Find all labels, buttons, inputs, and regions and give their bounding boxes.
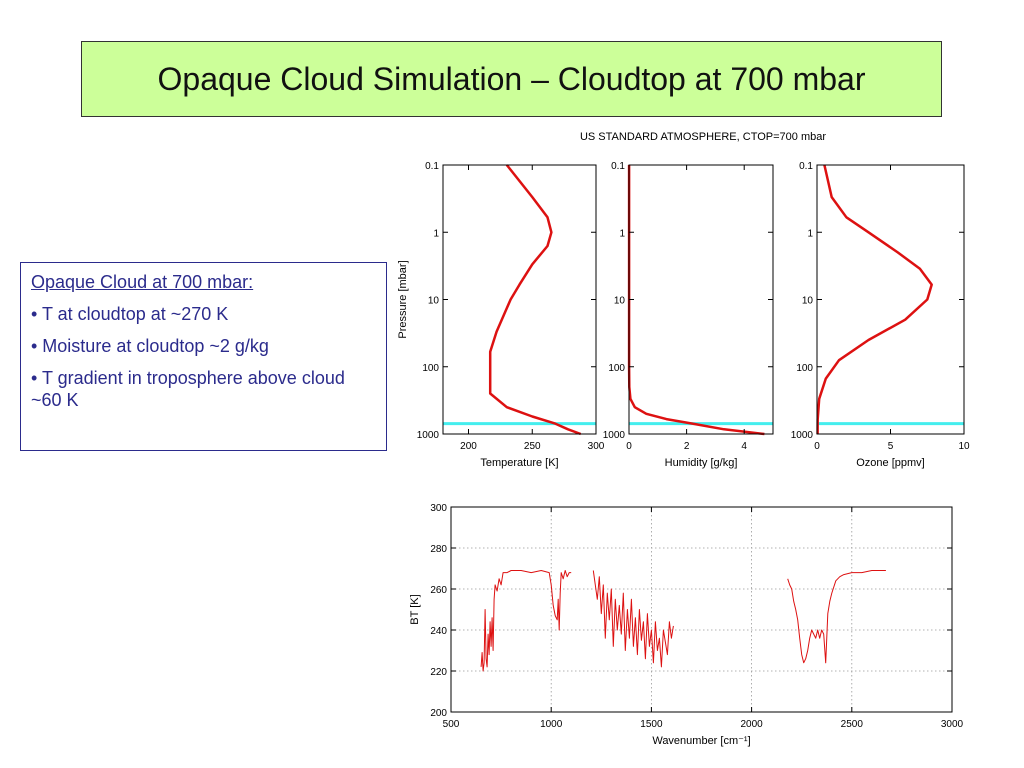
temperature-profile-xtick-label: 250 — [524, 441, 541, 452]
humidity-profile-xtick-label: 2 — [684, 441, 690, 452]
ozone-profile-xtick-label: 0 — [814, 441, 820, 452]
ozone-profile-xlabel: Ozone [ppmv] — [856, 457, 924, 469]
temperature-profile-ytick-label: 1000 — [417, 430, 440, 441]
ozone-profile-ytick-label: 10 — [802, 296, 814, 307]
bt-spectrum-xlabel: Wavenumber [cm⁻¹] — [652, 735, 750, 747]
charts-canvas: US STANDARD ATMOSPHERE, CTOP=700 mbar200… — [0, 0, 1024, 768]
bt-spectrum-series-0 — [481, 571, 571, 672]
bt-spectrum-xtick-label: 1000 — [540, 719, 563, 730]
humidity-profile-ytick-label: 10 — [614, 296, 626, 307]
humidity-profile-ytick-label: 1 — [619, 228, 625, 239]
bt-spectrum-series-2 — [788, 571, 886, 663]
temperature-profile-ytick-label: 0.1 — [425, 161, 439, 172]
bt-spectrum-ytick-label: 200 — [430, 708, 447, 719]
humidity-profile-ytick-label: 1000 — [603, 430, 626, 441]
temperature-profile-ylabel: Pressure [mbar] — [397, 260, 409, 338]
profiles-title: US STANDARD ATMOSPHERE, CTOP=700 mbar — [580, 131, 826, 143]
bt-spectrum-xtick-label: 2500 — [841, 719, 864, 730]
humidity-profile-ytick-label: 0.1 — [611, 161, 625, 172]
bt-spectrum-ytick-label: 300 — [430, 503, 447, 514]
ozone-profile-xtick-label: 10 — [958, 441, 970, 452]
ozone-profile-series-0 — [818, 165, 932, 434]
temperature-profile-xtick-label: 200 — [460, 441, 477, 452]
ozone-profile-ytick-label: 1 — [807, 228, 813, 239]
bt-spectrum-xtick-label: 1500 — [640, 719, 663, 730]
bt-spectrum-xtick-label: 2000 — [740, 719, 763, 730]
bt-spectrum-series-1 — [593, 571, 673, 667]
ozone-profile-ytick-label: 100 — [796, 363, 813, 374]
ozone-profile-ytick-label: 1000 — [791, 430, 814, 441]
bt-spectrum-frame — [451, 507, 952, 712]
humidity-profile-xtick-label: 4 — [741, 441, 747, 452]
humidity-profile-xtick-label: 0 — [626, 441, 632, 452]
temperature-profile-ytick-label: 1 — [433, 228, 439, 239]
temperature-profile-ytick-label: 10 — [428, 296, 440, 307]
bt-spectrum-xtick-label: 3000 — [941, 719, 964, 730]
temperature-profile-series-0 — [490, 165, 581, 434]
bt-spectrum-ylabel: BT [K] — [409, 594, 421, 624]
bt-spectrum-ytick-label: 240 — [430, 626, 447, 637]
ozone-profile-ytick-label: 0.1 — [799, 161, 813, 172]
temperature-profile-ytick-label: 100 — [422, 363, 439, 374]
humidity-profile-xlabel: Humidity [g/kg] — [665, 457, 738, 469]
temperature-profile-frame — [443, 165, 596, 434]
humidity-profile-series-0 — [629, 165, 764, 434]
temperature-profile-xlabel: Temperature [K] — [480, 457, 558, 469]
humidity-profile-ytick-label: 100 — [608, 363, 625, 374]
ozone-profile-xtick-label: 5 — [888, 441, 894, 452]
bt-spectrum-ytick-label: 280 — [430, 544, 447, 555]
bt-spectrum-ytick-label: 220 — [430, 667, 447, 678]
bt-spectrum-xtick-label: 500 — [443, 719, 460, 730]
temperature-profile-xtick-label: 300 — [588, 441, 605, 452]
bt-spectrum-ytick-label: 260 — [430, 585, 447, 596]
humidity-profile-frame — [629, 165, 773, 434]
